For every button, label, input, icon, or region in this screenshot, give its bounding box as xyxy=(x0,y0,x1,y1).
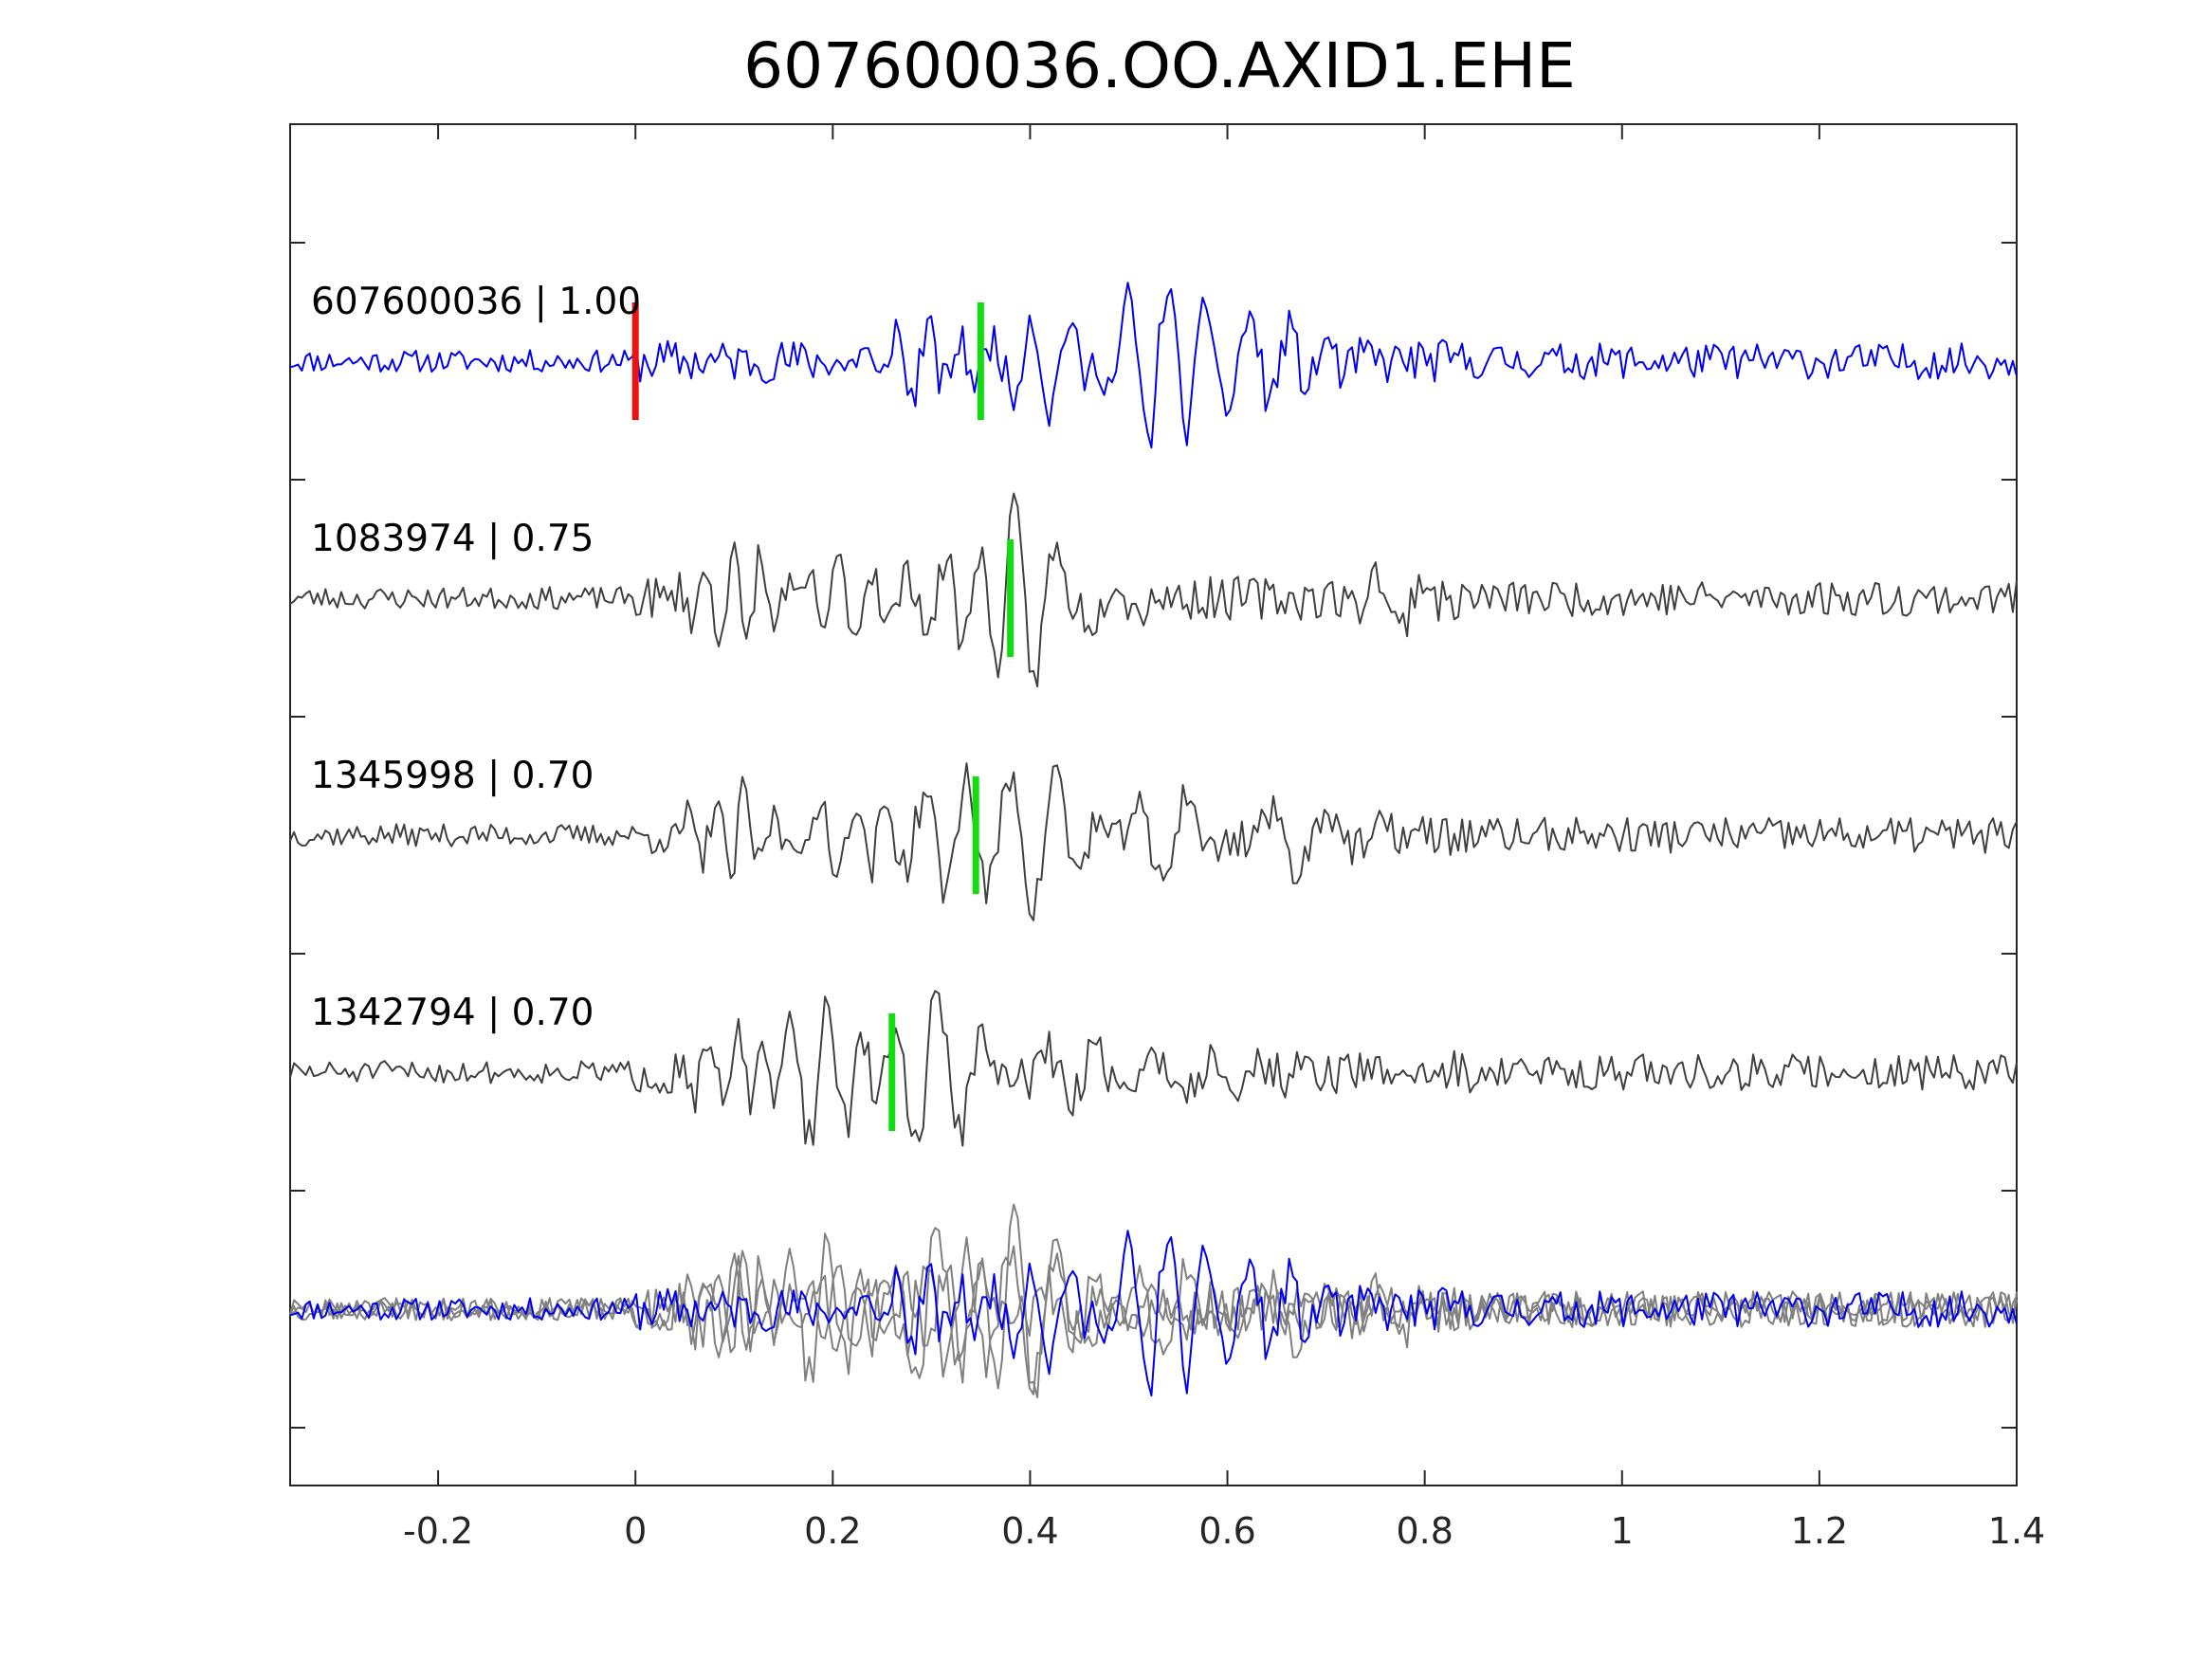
trace-1083974 xyxy=(289,492,2018,688)
x-tick-label: 1.2 xyxy=(1791,1510,1848,1552)
x-tick-label: -0.2 xyxy=(403,1510,473,1552)
trace-1342794 xyxy=(289,990,2018,1147)
x-tick-label: 1 xyxy=(1611,1510,1634,1552)
trace-label-1083974: 1083974 | 0.75 xyxy=(311,518,594,560)
trace-607600036 xyxy=(289,282,2018,448)
trace-label-1342794: 1342794 | 0.70 xyxy=(311,992,594,1034)
overlay-trace-1342794 xyxy=(289,1227,2018,1384)
trace-1345998 xyxy=(289,762,2018,921)
trace-label-607600036: 607600036 | 1.00 xyxy=(311,281,641,323)
axes-frame xyxy=(289,123,2018,1486)
plot-axes: -0.2 0 0.2 0.4 0.6 0.8 1 1.2 1.4 xyxy=(289,123,2045,1552)
overlay-trace-607600036 xyxy=(289,1230,2018,1396)
chart-title: 607600036.OO.AXID1.EHE xyxy=(743,29,1576,102)
picks xyxy=(631,302,1015,1131)
overlay-panel xyxy=(289,1203,2018,1399)
x-tick-label: 0.8 xyxy=(1396,1510,1453,1552)
trace-label-1345998: 1345998 | 0.70 xyxy=(311,755,594,797)
x-tick-label: 1.4 xyxy=(1988,1510,2045,1552)
x-tick-label: 0 xyxy=(624,1510,647,1552)
trace-labels: 607600036 | 1.00 1083974 | 0.75 1345998 | … xyxy=(311,281,641,1034)
x-tick-label: 0.6 xyxy=(1198,1510,1255,1552)
traces xyxy=(289,282,2018,1147)
x-tick-label: 0.2 xyxy=(804,1510,861,1552)
x-tick-label: 0.4 xyxy=(1001,1510,1058,1552)
